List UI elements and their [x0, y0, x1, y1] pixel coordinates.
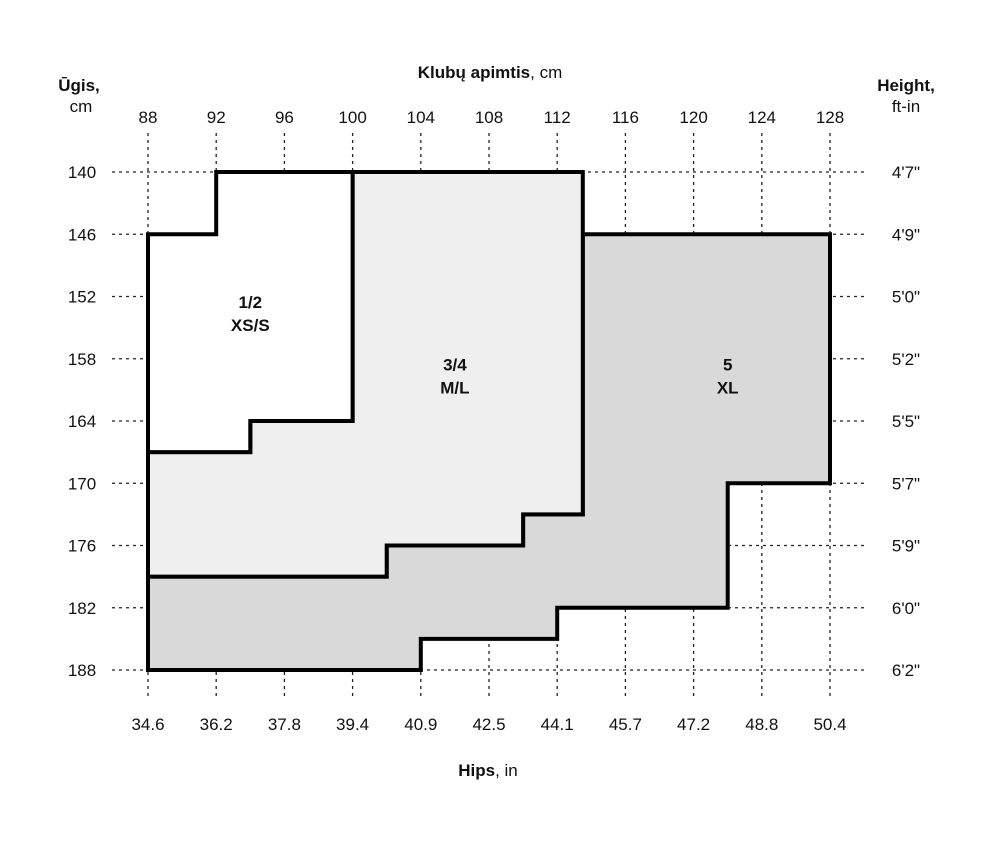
size-letter-label: XS/S [231, 316, 270, 335]
bottom-tick-label: 50.4 [813, 715, 846, 734]
right-tick-label: 6'0" [892, 599, 920, 618]
left-tick-label: 176 [68, 537, 96, 556]
bottom-tick-label: 40.9 [404, 715, 437, 734]
top-tick-label: 128 [816, 108, 844, 127]
bottom-tick-label: 37.8 [268, 715, 301, 734]
right-axis-title: Height, [877, 76, 935, 95]
size-letter-label: M/L [440, 378, 469, 397]
size-regions [146, 170, 832, 672]
bottom-tick-label: 48.8 [745, 715, 778, 734]
left-tick-label: 164 [68, 412, 96, 431]
bottom-tick-label: 45.7 [609, 715, 642, 734]
left-axis-unit: cm [70, 97, 93, 116]
top-tick-label: 104 [407, 108, 435, 127]
right-tick-label: 6'2" [892, 661, 920, 680]
left-tick-label: 188 [68, 661, 96, 680]
top-axis-title: Klubų apimtis, cm [418, 63, 563, 82]
size-number-label: 1/2 [238, 293, 262, 312]
left-tick-label: 170 [68, 474, 96, 493]
tick-labels: 88 92 96 100 104 108 112 116 120 124 128 34.6 36.2 37… [68, 108, 920, 734]
right-tick-label: 4'7" [892, 163, 920, 182]
size-labels: 5 XL 3/4 M/L 1/2 XS/S [231, 293, 739, 397]
top-tick-label: 112 [544, 108, 571, 127]
right-tick-label: 5'2" [892, 350, 920, 369]
top-tick-label: 100 [338, 108, 366, 127]
bottom-tick-label: 47.2 [677, 715, 710, 734]
bottom-tick-label: 44.1 [541, 715, 574, 734]
bottom-tick-label: 39.4 [336, 715, 369, 734]
left-tick-label: 158 [68, 350, 96, 369]
size-region [146, 170, 355, 455]
left-tick-label: 182 [68, 599, 96, 618]
size-letter-label: XL [717, 378, 739, 397]
bottom-tick-label: 36.2 [200, 715, 233, 734]
size-number-label: 5 [723, 355, 732, 374]
bottom-axis-title: Hips, in [458, 761, 518, 780]
top-tick-label: 88 [139, 108, 158, 127]
right-tick-label: 5'0" [892, 288, 920, 307]
bottom-tick-label: 42.5 [472, 715, 505, 734]
top-tick-label: 92 [207, 108, 226, 127]
top-tick-label: 116 [612, 108, 639, 127]
right-tick-label: 5'7" [892, 474, 920, 493]
top-tick-label: 120 [679, 108, 707, 127]
left-tick-label: 152 [68, 288, 96, 307]
bottom-tick-label: 34.6 [131, 715, 164, 734]
right-tick-label: 5'9" [892, 537, 920, 556]
right-axis-unit: ft-in [892, 97, 920, 116]
right-tick-label: 4'9" [892, 225, 920, 244]
top-tick-label: 108 [475, 108, 503, 127]
top-tick-label: 124 [748, 108, 776, 127]
size-number-label: 3/4 [443, 355, 467, 374]
left-axis-title: Ūgis, [58, 76, 100, 95]
left-tick-label: 140 [68, 163, 96, 182]
left-tick-label: 146 [68, 225, 96, 244]
right-tick-label: 5'5" [892, 412, 920, 431]
top-tick-label: 96 [275, 108, 294, 127]
